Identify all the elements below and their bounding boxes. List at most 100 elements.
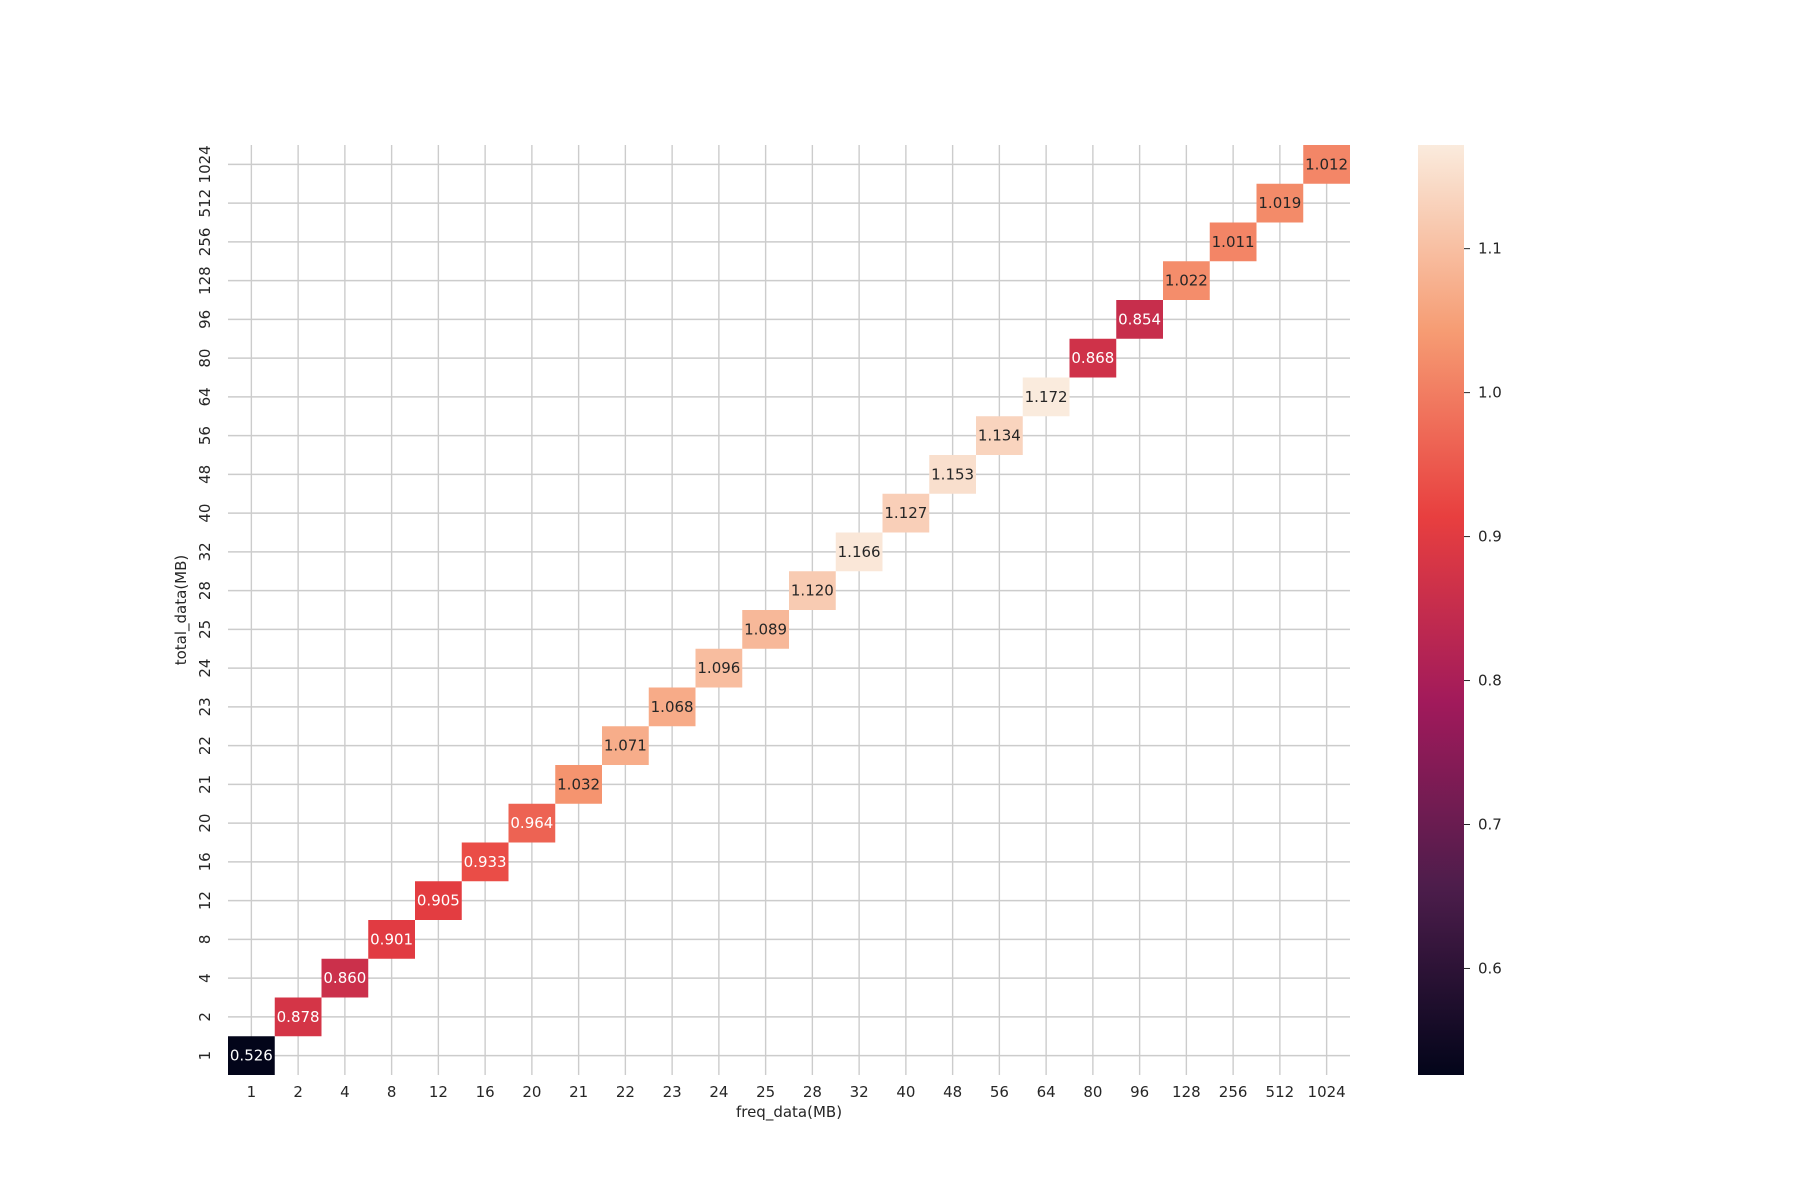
colorbar-tick-label: 0.6 — [1478, 959, 1502, 977]
y-tick-label: 1024 — [196, 145, 214, 183]
heatmap-cell — [508, 803, 556, 843]
y-tick-label: 128 — [196, 266, 214, 295]
colorbar — [1418, 145, 1464, 1075]
heatmap-cell — [742, 610, 789, 649]
y-tick-label: 48 — [196, 465, 214, 484]
y-axis-label: total_data(MB) — [172, 555, 191, 666]
x-tick-label: 48 — [943, 1083, 962, 1101]
heatmap-cell — [602, 726, 649, 765]
cell-value-label: 1.153 — [931, 465, 974, 483]
x-tick-label: 28 — [803, 1083, 822, 1101]
cell-value-label: 1.011 — [1212, 233, 1255, 251]
y-tick-label: 22 — [196, 736, 214, 755]
x-tick-label: 2 — [293, 1083, 303, 1101]
x-tick-label: 64 — [1037, 1083, 1056, 1101]
x-tick-label: 21 — [569, 1083, 588, 1101]
y-tick-label: 32 — [196, 542, 214, 561]
y-tick-label: 28 — [196, 581, 214, 600]
x-tick-label: 22 — [616, 1083, 635, 1101]
heatmap-cell — [835, 532, 883, 572]
cell-value-label: 1.019 — [1258, 194, 1301, 212]
heatmap-cell — [321, 958, 369, 998]
heatmap-cell — [1163, 261, 1210, 300]
heatmap-cell — [1116, 300, 1163, 339]
x-tick-label: 8 — [387, 1083, 397, 1101]
y-tick-label: 25 — [196, 620, 214, 639]
x-tick-label: 20 — [522, 1083, 541, 1101]
x-tick-label: 32 — [850, 1083, 869, 1101]
cell-value-label: 0.868 — [1071, 349, 1114, 367]
cell-value-label: 0.526 — [230, 1047, 273, 1065]
colorbar-tick-label: 0.7 — [1478, 816, 1502, 834]
y-tick-label: 1 — [196, 1051, 214, 1061]
heatmap-cell — [648, 687, 696, 727]
heatmap-cell — [695, 648, 743, 688]
x-tick-label: 23 — [663, 1083, 682, 1101]
heatmap-cell — [274, 997, 322, 1037]
x-tick-label: 1024 — [1308, 1083, 1346, 1101]
y-tick-label: 24 — [196, 659, 214, 678]
x-tick-label: 16 — [476, 1083, 495, 1101]
cell-value-label: 1.172 — [1025, 388, 1068, 406]
cell-value-label: 1.120 — [791, 582, 834, 600]
heatmap-cell — [1069, 338, 1117, 378]
cell-value-label: 1.012 — [1305, 155, 1348, 173]
colorbar-tick-label: 0.9 — [1478, 528, 1502, 546]
cell-value-label: 0.933 — [464, 853, 507, 871]
x-tick-label: 4 — [340, 1083, 350, 1101]
heatmap-cell — [1256, 183, 1304, 223]
heatmap-cell — [555, 765, 602, 804]
cell-value-label: 1.068 — [651, 698, 694, 716]
cell-value-label: 1.071 — [604, 737, 647, 755]
heatmap-cell — [228, 1036, 275, 1075]
y-tick-label: 256 — [196, 228, 214, 257]
heatmap-cell — [461, 842, 509, 882]
cell-value-label: 0.964 — [510, 814, 553, 832]
x-tick-label: 12 — [429, 1083, 448, 1101]
x-tick-label: 256 — [1219, 1083, 1248, 1101]
heatmap-cell — [415, 881, 462, 920]
y-tick-label: 64 — [196, 387, 214, 406]
y-tick-label: 512 — [196, 189, 214, 218]
heatmap-cell — [789, 571, 836, 610]
x-tick-label: 80 — [1083, 1083, 1102, 1101]
heatmap-cell — [976, 416, 1023, 455]
x-tick-label: 128 — [1172, 1083, 1201, 1101]
y-tick-label: 16 — [196, 852, 214, 871]
cell-value-label: 1.032 — [557, 775, 600, 793]
cell-value-label: 0.878 — [277, 1008, 320, 1026]
x-axis-label: freq_data(MB) — [736, 1103, 842, 1122]
colorbar-tick-label: 0.8 — [1478, 672, 1502, 690]
y-tick-label: 2 — [196, 1012, 214, 1022]
y-tick-label: 12 — [196, 891, 214, 910]
x-tick-label: 40 — [896, 1083, 915, 1101]
cell-value-label: 0.854 — [1118, 310, 1161, 328]
heatmap-cell — [1209, 222, 1257, 262]
cell-value-label: 1.127 — [884, 504, 927, 522]
y-tick-label: 20 — [196, 814, 214, 833]
cell-value-label: 1.134 — [978, 427, 1021, 445]
cell-value-label: 0.901 — [370, 930, 413, 948]
y-tick-label: 56 — [196, 426, 214, 445]
x-tick-label: 512 — [1266, 1083, 1295, 1101]
colorbar-tick-label: 1.0 — [1478, 384, 1502, 402]
heatmap-cell — [882, 493, 930, 533]
y-tick-label: 21 — [196, 775, 214, 794]
cell-value-label: 0.905 — [417, 892, 460, 910]
y-tick-label: 96 — [196, 310, 214, 329]
y-tick-label: 8 — [196, 935, 214, 945]
y-tick-label: 23 — [196, 697, 214, 716]
heatmap-cell — [368, 920, 415, 959]
y-tick-label: 40 — [196, 504, 214, 523]
y-tick-label: 4 — [196, 973, 214, 983]
heatmap-cell — [1303, 145, 1350, 184]
x-tick-label: 24 — [709, 1083, 728, 1101]
x-tick-label: 96 — [1130, 1083, 1149, 1101]
x-tick-label: 1 — [247, 1083, 257, 1101]
x-tick-label: 56 — [990, 1083, 1009, 1101]
heatmap-cell — [929, 455, 976, 494]
cell-value-label: 1.022 — [1165, 272, 1208, 290]
y-tick-label: 80 — [196, 349, 214, 368]
